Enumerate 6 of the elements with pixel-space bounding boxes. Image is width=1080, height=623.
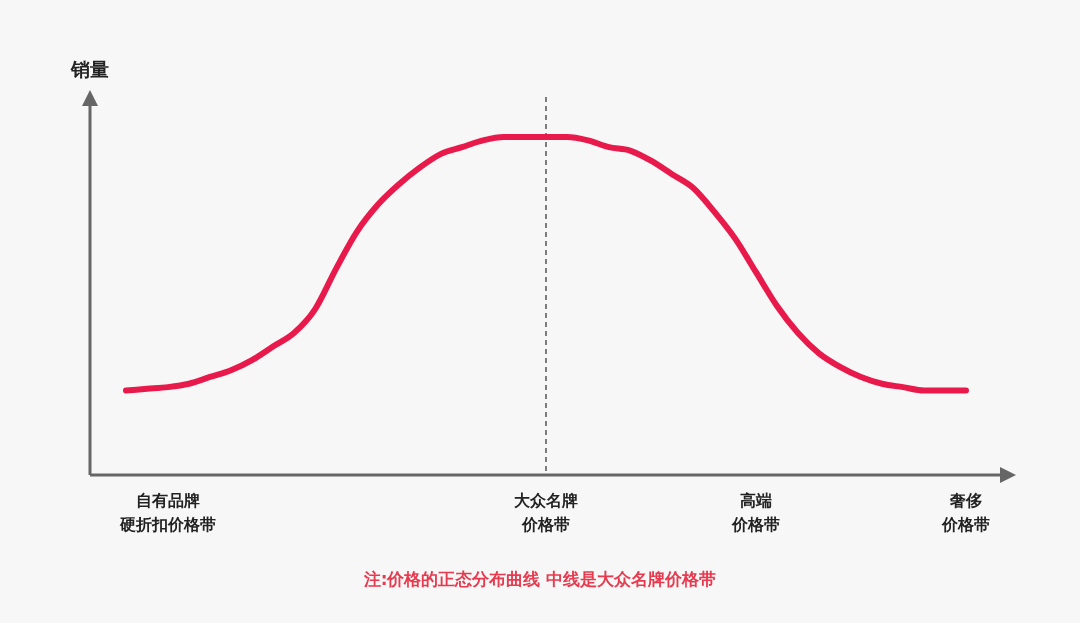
y-axis-title: 销量 (70, 58, 109, 80)
x-tick-label: 自有品牌硬折扣价格带 (119, 491, 216, 534)
x-tick-label: 奢侈价格带 (941, 491, 990, 534)
x-tick-label: 高端价格带 (731, 491, 780, 534)
text: 注:价格的正态分布曲线 中线是大众名牌价格带 (362, 569, 717, 589)
x-tick-label: 大众名牌价格带 (514, 491, 578, 534)
